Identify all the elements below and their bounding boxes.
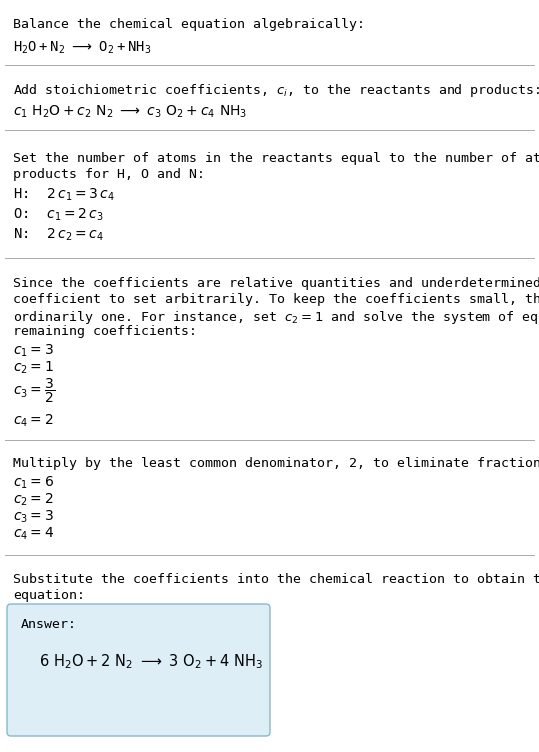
Text: $c_3 = \dfrac{3}{2}$: $c_3 = \dfrac{3}{2}$ xyxy=(13,377,55,405)
Text: $c_1 = 3$: $c_1 = 3$ xyxy=(13,343,54,359)
Text: Substitute the coefficients into the chemical reaction to obtain the balanced: Substitute the coefficients into the che… xyxy=(13,573,539,586)
Text: $\mathtt{H_2O + N_2}$$\ \longrightarrow\ $$\mathtt{O_2 + NH_3}$: $\mathtt{H_2O + N_2}$$\ \longrightarrow\… xyxy=(13,40,151,56)
Text: Multiply by the least common denominator, 2, to eliminate fractional coefficient: Multiply by the least common denominator… xyxy=(13,457,539,470)
Text: Set the number of atoms in the reactants equal to the number of atoms in the: Set the number of atoms in the reactants… xyxy=(13,152,539,165)
Text: N:  $2\,c_2 = c_4$: N: $2\,c_2 = c_4$ xyxy=(13,227,104,244)
Text: H:  $2\,c_1 = 3\,c_4$: H: $2\,c_1 = 3\,c_4$ xyxy=(13,187,115,203)
Text: coefficient to set arbitrarily. To keep the coefficients small, the arbitrary va: coefficient to set arbitrarily. To keep … xyxy=(13,293,539,306)
Text: $c_4 = 2$: $c_4 = 2$ xyxy=(13,413,53,429)
Text: $c_1\ \mathrm{H_2O} + c_2\ \mathrm{N_2}\ \longrightarrow\ c_3\ \mathrm{O_2} + c_: $c_1\ \mathrm{H_2O} + c_2\ \mathrm{N_2}\… xyxy=(13,104,247,120)
Text: ordinarily one. For instance, set $c_2 = 1$ and solve the system of equations fo: ordinarily one. For instance, set $c_2 =… xyxy=(13,309,539,326)
Text: Balance the chemical equation algebraically:: Balance the chemical equation algebraica… xyxy=(13,18,365,31)
Text: remaining coefficients:: remaining coefficients: xyxy=(13,325,197,338)
Text: $c_4 = 4$: $c_4 = 4$ xyxy=(13,526,54,542)
FancyBboxPatch shape xyxy=(7,604,270,736)
Text: $c_2 = 2$: $c_2 = 2$ xyxy=(13,492,53,508)
Text: products for H, O and N:: products for H, O and N: xyxy=(13,168,205,181)
Text: $c_3 = 3$: $c_3 = 3$ xyxy=(13,509,54,526)
Text: Add stoichiometric coefficients, $c_i$, to the reactants and products:: Add stoichiometric coefficients, $c_i$, … xyxy=(13,82,539,99)
Text: equation:: equation: xyxy=(13,589,85,602)
Text: Since the coefficients are relative quantities and underdetermined, choose a: Since the coefficients are relative quan… xyxy=(13,277,539,290)
Text: O:  $c_1 = 2\,c_3$: O: $c_1 = 2\,c_3$ xyxy=(13,207,103,223)
Text: Answer:: Answer: xyxy=(21,618,77,631)
Text: $c_2 = 1$: $c_2 = 1$ xyxy=(13,360,54,377)
Text: $c_1 = 6$: $c_1 = 6$ xyxy=(13,475,54,491)
Text: $6\ \mathrm{H_2O} + 2\ \mathrm{N_2}\ \longrightarrow\ 3\ \mathrm{O_2} + 4\ \math: $6\ \mathrm{H_2O} + 2\ \mathrm{N_2}\ \lo… xyxy=(39,652,264,671)
